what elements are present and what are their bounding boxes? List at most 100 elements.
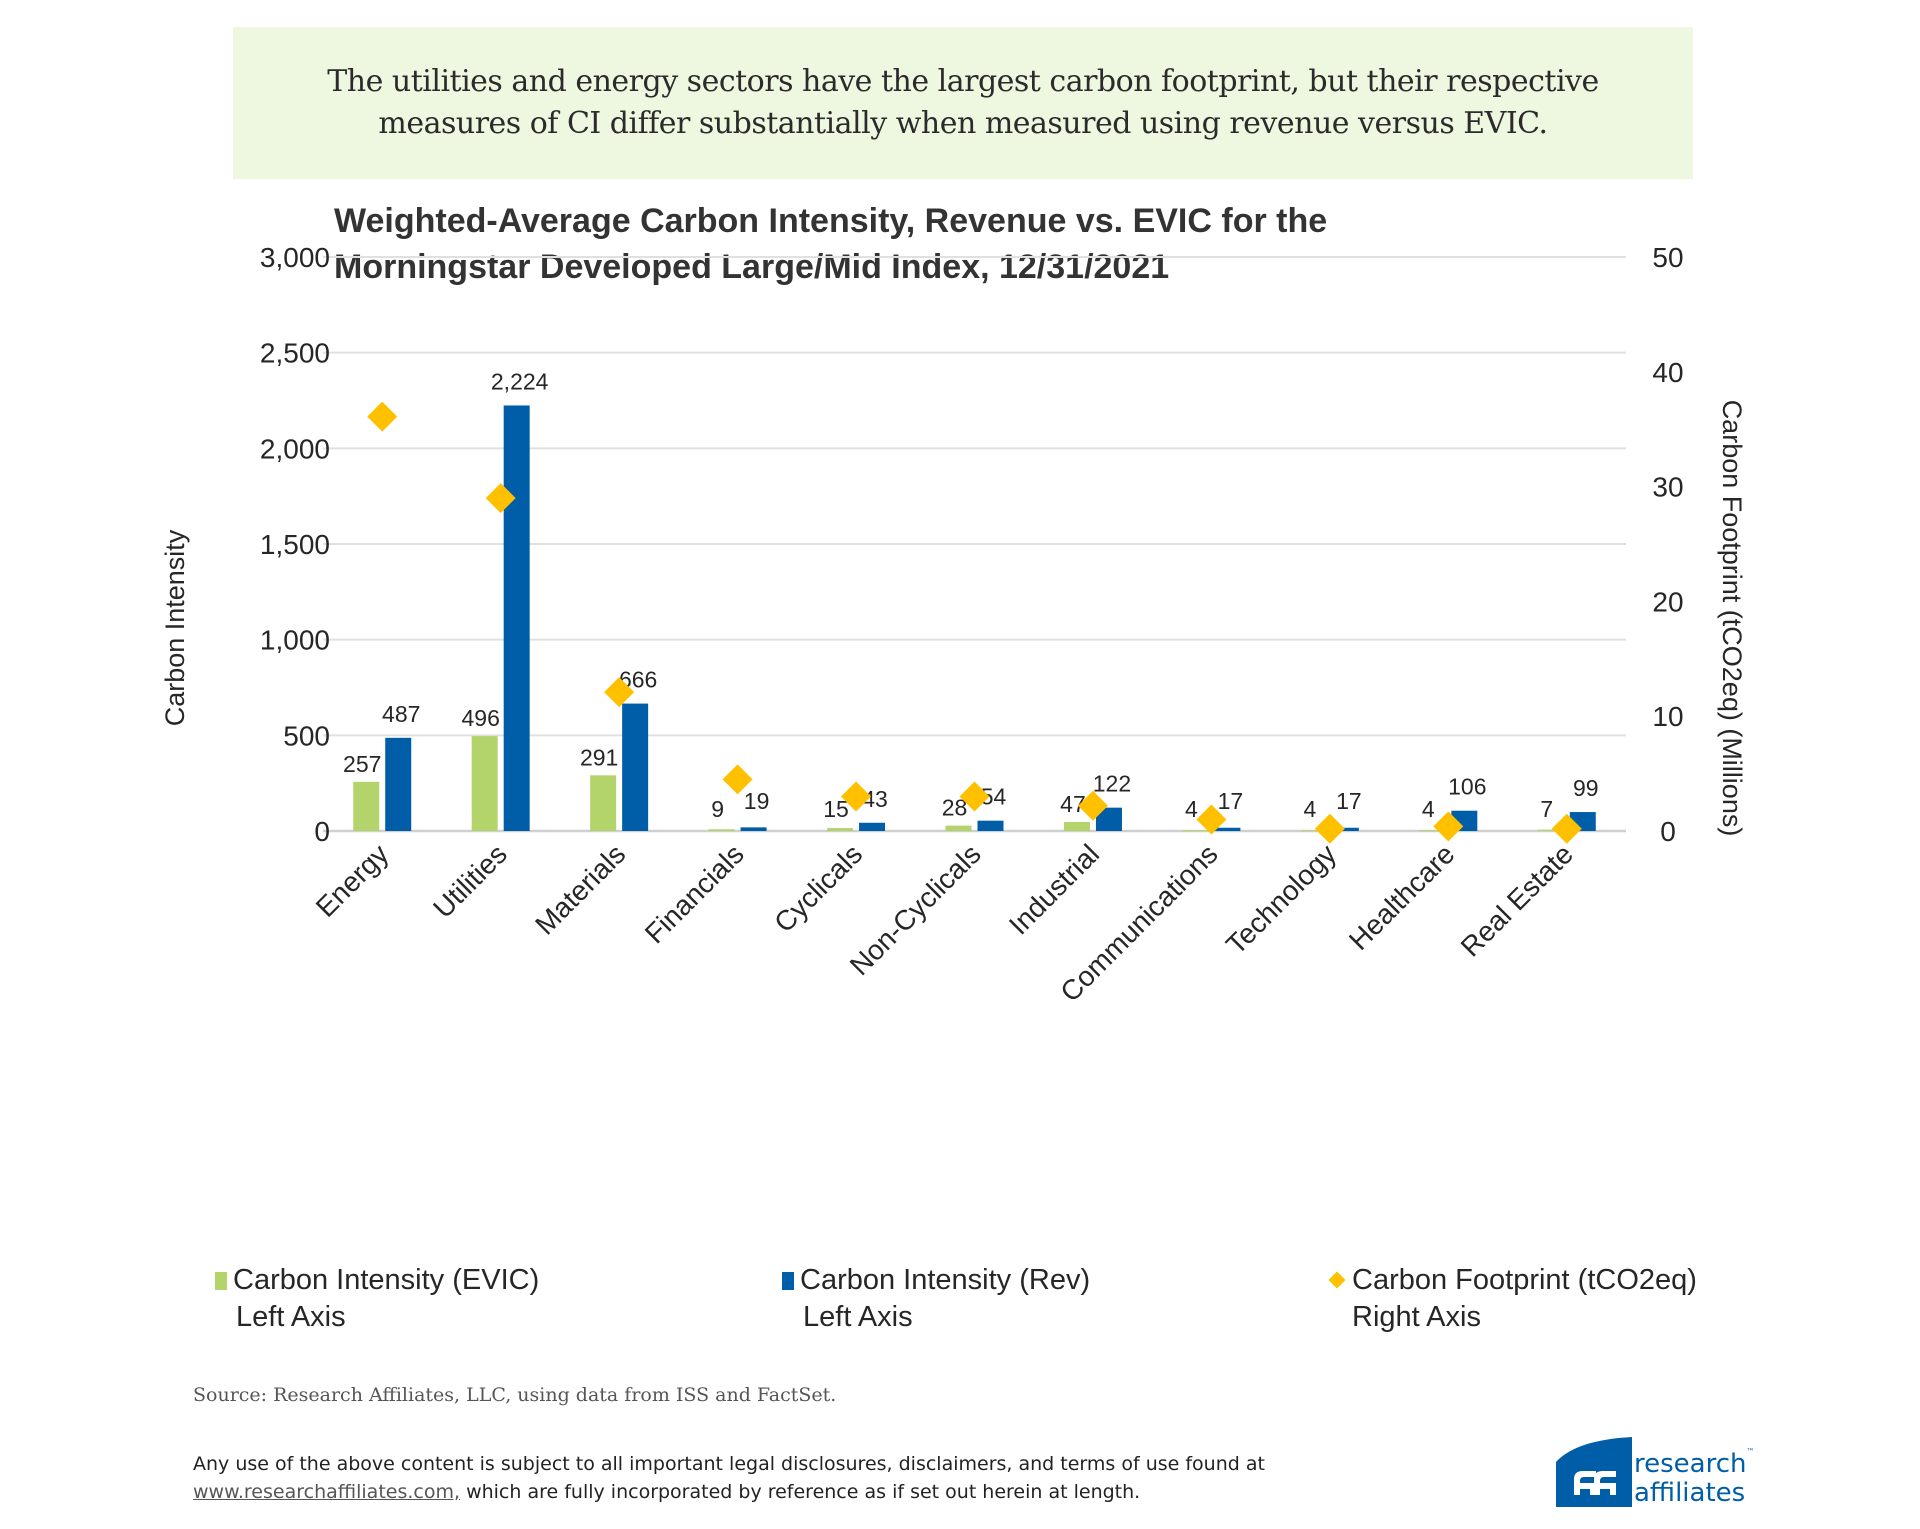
left-axis-ticks: 0 500 1,000 1,500 2,000 2,500 3,000 (260, 242, 330, 847)
footprint-diamond (1433, 811, 1464, 842)
bar-evic (353, 781, 380, 831)
left-axis-tick-label: 2,500 (260, 338, 330, 369)
disclaimer-line-2: which are fully incorporated by referenc… (460, 1481, 1141, 1503)
bar-evic (471, 736, 498, 831)
bars (353, 405, 1596, 832)
category-label: Technology (1220, 838, 1342, 960)
bar-evic (827, 828, 854, 831)
data-label-rev: 19 (744, 788, 770, 814)
bar-rev (1214, 827, 1241, 831)
bar-evic (945, 825, 972, 831)
data-label-evic: 15 (823, 796, 849, 822)
research-affiliates-logo: research™ affiliates (1556, 1437, 1776, 1508)
headline-text: The utilities and energy sectors have th… (327, 61, 1599, 145)
left-axis-tick-label: 0 (314, 816, 330, 847)
data-label-evic: 4 (1185, 796, 1198, 822)
legend-label-evic: Carbon Intensity (EVIC) (233, 1264, 540, 1296)
category-label: Energy (310, 838, 395, 923)
right-axis-tick-label: 50 (1652, 242, 1683, 273)
footprint-diamond (722, 764, 753, 795)
data-label-rev: 487 (382, 701, 420, 727)
data-label-rev: 17 (1336, 788, 1362, 814)
left-axis-label: Carbon Intensity (160, 529, 190, 726)
footprint-diamond (1077, 790, 1108, 821)
category-label: Materials (529, 838, 631, 940)
legend-swatch-evic (215, 1272, 227, 1290)
legend-label-footprint: Carbon Footprint (tCO2eq) (1352, 1264, 1697, 1296)
disclaimer: Any use of the above content is subject … (193, 1450, 1265, 1506)
bar-rev (1095, 807, 1122, 831)
category-label: Financials (639, 838, 750, 949)
gridlines (323, 256, 1626, 833)
legend-label-rev: Carbon Intensity (Rev) (800, 1264, 1091, 1296)
category-label: Healthcare (1343, 838, 1461, 956)
legend-item-rev: Carbon Intensity (Rev) Left Axis (782, 1262, 1090, 1336)
legend-sublabel-evic: Left Axis (236, 1301, 346, 1333)
source-note: Source: Research Affiliates, LLC, using … (193, 1384, 837, 1406)
data-label-evic: 496 (461, 705, 499, 731)
bar-rev (622, 703, 649, 831)
data-label-evic: 7 (1540, 796, 1553, 822)
data-label-rev: 106 (1448, 774, 1486, 800)
footprint-diamond (1196, 804, 1227, 835)
headline-banner: The utilities and energy sectors have th… (233, 27, 1693, 179)
data-label-rev: 2,224 (491, 368, 549, 394)
headline-line-2: measures of CI differ substantially when… (378, 106, 1548, 141)
right-axis-tick-label: 20 (1652, 586, 1683, 617)
right-axis-label: Carbon Footprint (tCO2eq) (Millions) (1717, 400, 1747, 837)
bar-rev (1332, 827, 1359, 831)
chart-title-line-2: Morningstar Developed Large/Mid Index, 1… (334, 248, 1170, 286)
data-label-evic: 4 (1422, 796, 1435, 822)
chart-plot: 0 500 1,000 1,500 2,000 2,500 3,000 0 10 20 30 40 5… (160, 242, 1747, 1008)
right-axis-tick-label: 10 (1652, 701, 1683, 732)
left-axis-tick-label: 1,500 (260, 529, 330, 560)
website-link[interactable]: www.researchaffiliates.com, (193, 1481, 461, 1503)
logo-word-affiliates: affiliates (1634, 1478, 1746, 1508)
legend-sublabel-footprint: Right Axis (1352, 1301, 1481, 1333)
right-axis-ticks: 0 10 20 30 40 50 (1652, 242, 1683, 847)
bar-evic (590, 775, 617, 831)
headline-line-1: The utilities and energy sectors have th… (327, 64, 1599, 99)
data-label-rev: 99 (1573, 775, 1599, 801)
left-axis-tick-label: 3,000 (260, 242, 330, 273)
legend-item-evic: Carbon Intensity (EVIC) Left Axis (215, 1262, 539, 1336)
left-axis-tick-label: 2,000 (260, 433, 330, 464)
bar-rev (385, 737, 412, 831)
left-axis-tick-label: 500 (283, 720, 330, 751)
footprint-diamond (1314, 813, 1345, 844)
footprint-diamond (1551, 813, 1582, 844)
bar-evic (1300, 830, 1327, 832)
bar-evic (708, 829, 735, 831)
data-label-evic: 257 (343, 751, 381, 777)
right-axis-tick-label: 40 (1652, 357, 1683, 388)
data-label-evic: 9 (711, 796, 724, 822)
logo-wordmark: research™ affiliates (1634, 1437, 1754, 1508)
data-label-evic: 4 (1303, 796, 1316, 822)
footprint-diamond (604, 677, 635, 708)
disclaimer-line-1: Any use of the above content is subject … (193, 1453, 1265, 1475)
bar-rev (977, 820, 1004, 831)
left-axis-tick-label: 1,000 (260, 625, 330, 656)
chart-title-line-1: Weighted-Average Carbon Intensity, Reven… (334, 202, 1328, 240)
category-label: Utilities (427, 838, 513, 924)
bar-evic (1182, 830, 1209, 832)
footprint-diamond (959, 781, 990, 812)
bar-rev (859, 822, 886, 831)
bar-rev (503, 405, 530, 831)
category-labels: Energy Utilities Materials Financials Cyclic… (310, 838, 1579, 1007)
data-label-evic: 291 (580, 744, 618, 770)
logo-word-research: research (1634, 1449, 1747, 1479)
logo-mark-icon (1556, 1437, 1632, 1507)
legend-item-footprint: Carbon Footprint (tCO2eq) Right Axis (1328, 1262, 1697, 1336)
category-label: Real Estate (1455, 838, 1579, 962)
footprint-diamond (367, 401, 398, 432)
legend-swatch-rev (782, 1272, 794, 1290)
bar-evic (1419, 830, 1446, 832)
chart-title: Weighted-Average Carbon Intensity, Reven… (334, 198, 1327, 290)
legend-diamond-footprint (1328, 1271, 1346, 1289)
right-axis-tick-label: 0 (1660, 816, 1676, 847)
category-label: Industrial (1003, 838, 1105, 940)
data-label-rev: 17 (1218, 788, 1244, 814)
category-label: Cyclicals (768, 838, 868, 938)
